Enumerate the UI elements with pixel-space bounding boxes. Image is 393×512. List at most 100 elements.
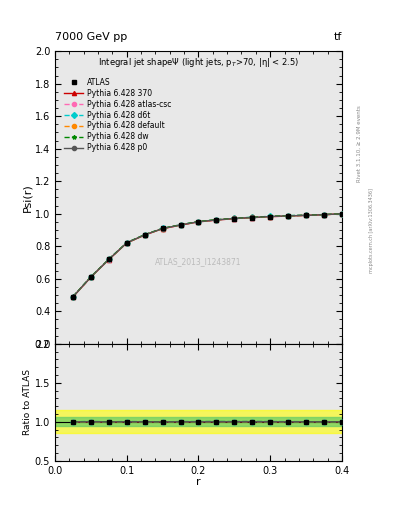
Bar: [55, 410, 342, 434]
Pythia 6.428 dw: [214, 217, 219, 223]
Pythia 6.428 atlas-csc: [268, 214, 273, 220]
Pythia 6.428 dw: [71, 293, 75, 300]
Line: Pythia 6.428 atlas-csc: Pythia 6.428 atlas-csc: [71, 211, 344, 299]
Pythia 6.428 default: [88, 274, 93, 280]
Pythia 6.428 default: [160, 225, 165, 231]
Pythia 6.428 default: [304, 212, 309, 219]
Pythia 6.428 370: [160, 226, 165, 232]
Pythia 6.428 default: [107, 257, 111, 263]
Pythia 6.428 370: [196, 219, 201, 225]
Pythia 6.428 370: [321, 211, 326, 218]
Y-axis label: Psi(r): Psi(r): [22, 183, 32, 212]
Pythia 6.428 d6t: [250, 214, 255, 220]
Pythia 6.428 dw: [125, 240, 129, 246]
Pythia 6.428 default: [71, 294, 75, 300]
Pythia 6.428 p0: [321, 211, 326, 218]
Pythia 6.428 p0: [214, 217, 219, 223]
Pythia 6.428 default: [268, 214, 273, 220]
Pythia 6.428 dw: [340, 210, 344, 217]
Text: ATLAS_2013_I1243871: ATLAS_2013_I1243871: [155, 258, 242, 266]
Pythia 6.428 default: [214, 217, 219, 223]
Pythia 6.428 p0: [88, 274, 93, 280]
Pythia 6.428 d6t: [142, 231, 147, 238]
Pythia 6.428 default: [196, 219, 201, 225]
Pythia 6.428 370: [232, 216, 237, 222]
Pythia 6.428 default: [178, 222, 183, 228]
Pythia 6.428 default: [250, 215, 255, 221]
Pythia 6.428 dw: [142, 231, 147, 238]
Pythia 6.428 default: [286, 213, 290, 219]
Pythia 6.428 370: [71, 294, 75, 300]
Pythia 6.428 atlas-csc: [107, 257, 111, 263]
Pythia 6.428 default: [321, 211, 326, 218]
Pythia 6.428 370: [125, 240, 129, 246]
Pythia 6.428 atlas-csc: [286, 213, 290, 219]
Pythia 6.428 dw: [250, 214, 255, 220]
Pythia 6.428 atlas-csc: [340, 210, 344, 217]
Pythia 6.428 d6t: [232, 215, 237, 221]
Pythia 6.428 dw: [160, 225, 165, 231]
Line: Pythia 6.428 p0: Pythia 6.428 p0: [71, 211, 344, 299]
Text: tf: tf: [334, 32, 342, 42]
Pythia 6.428 d6t: [340, 210, 344, 217]
Pythia 6.428 atlas-csc: [71, 294, 75, 300]
Pythia 6.428 atlas-csc: [214, 217, 219, 223]
Pythia 6.428 default: [340, 210, 344, 217]
Pythia 6.428 370: [88, 274, 93, 280]
Pythia 6.428 d6t: [214, 217, 219, 223]
Pythia 6.428 p0: [250, 215, 255, 221]
Pythia 6.428 dw: [268, 214, 273, 220]
Text: Rivet 3.1.10, ≥ 2.9M events: Rivet 3.1.10, ≥ 2.9M events: [357, 105, 362, 182]
Pythia 6.428 p0: [125, 240, 129, 246]
Pythia 6.428 p0: [232, 216, 237, 222]
Line: Pythia 6.428 370: Pythia 6.428 370: [71, 211, 344, 299]
Pythia 6.428 d6t: [268, 214, 273, 220]
Pythia 6.428 dw: [107, 256, 111, 262]
Pythia 6.428 atlas-csc: [321, 211, 326, 218]
Pythia 6.428 d6t: [196, 219, 201, 225]
Pythia 6.428 dw: [321, 211, 326, 218]
Pythia 6.428 p0: [340, 210, 344, 217]
Pythia 6.428 p0: [178, 222, 183, 228]
Pythia 6.428 default: [125, 240, 129, 246]
Pythia 6.428 d6t: [160, 225, 165, 231]
Pythia 6.428 atlas-csc: [232, 216, 237, 222]
Pythia 6.428 370: [178, 222, 183, 228]
Pythia 6.428 370: [340, 210, 344, 217]
Pythia 6.428 atlas-csc: [88, 274, 93, 280]
Y-axis label: Ratio to ATLAS: Ratio to ATLAS: [23, 369, 32, 435]
Pythia 6.428 default: [142, 232, 147, 238]
Pythia 6.428 p0: [196, 219, 201, 225]
Pythia 6.428 d6t: [304, 212, 309, 218]
Pythia 6.428 p0: [304, 212, 309, 219]
Pythia 6.428 atlas-csc: [304, 212, 309, 219]
Bar: [55, 417, 342, 426]
Pythia 6.428 atlas-csc: [142, 232, 147, 238]
Pythia 6.428 p0: [142, 232, 147, 238]
Pythia 6.428 370: [142, 232, 147, 238]
Pythia 6.428 dw: [196, 219, 201, 225]
Pythia 6.428 atlas-csc: [160, 226, 165, 232]
Line: Pythia 6.428 default: Pythia 6.428 default: [71, 211, 344, 299]
Pythia 6.428 default: [232, 216, 237, 222]
Pythia 6.428 d6t: [107, 256, 111, 262]
Pythia 6.428 dw: [304, 212, 309, 218]
Pythia 6.428 dw: [178, 222, 183, 228]
Pythia 6.428 dw: [232, 215, 237, 221]
Pythia 6.428 370: [250, 215, 255, 221]
Pythia 6.428 370: [214, 217, 219, 223]
Pythia 6.428 atlas-csc: [196, 219, 201, 225]
Text: Integral jet shapeΨ (light jets, p$_{T}$>70, |η| < 2.5): Integral jet shapeΨ (light jets, p$_{T}$…: [98, 56, 299, 69]
Pythia 6.428 d6t: [178, 222, 183, 228]
Pythia 6.428 p0: [286, 213, 290, 219]
Pythia 6.428 p0: [107, 257, 111, 263]
Text: mcplots.cern.ch [arXiv:1306.3436]: mcplots.cern.ch [arXiv:1306.3436]: [369, 188, 374, 273]
Pythia 6.428 370: [304, 212, 309, 219]
Pythia 6.428 370: [107, 257, 111, 263]
Line: Pythia 6.428 d6t: Pythia 6.428 d6t: [71, 211, 344, 298]
Legend: ATLAS, Pythia 6.428 370, Pythia 6.428 atlas-csc, Pythia 6.428 d6t, Pythia 6.428 : ATLAS, Pythia 6.428 370, Pythia 6.428 at…: [61, 75, 174, 155]
Pythia 6.428 d6t: [321, 211, 326, 218]
Pythia 6.428 atlas-csc: [178, 222, 183, 228]
Text: 7000 GeV pp: 7000 GeV pp: [55, 32, 127, 42]
Pythia 6.428 d6t: [286, 212, 290, 219]
